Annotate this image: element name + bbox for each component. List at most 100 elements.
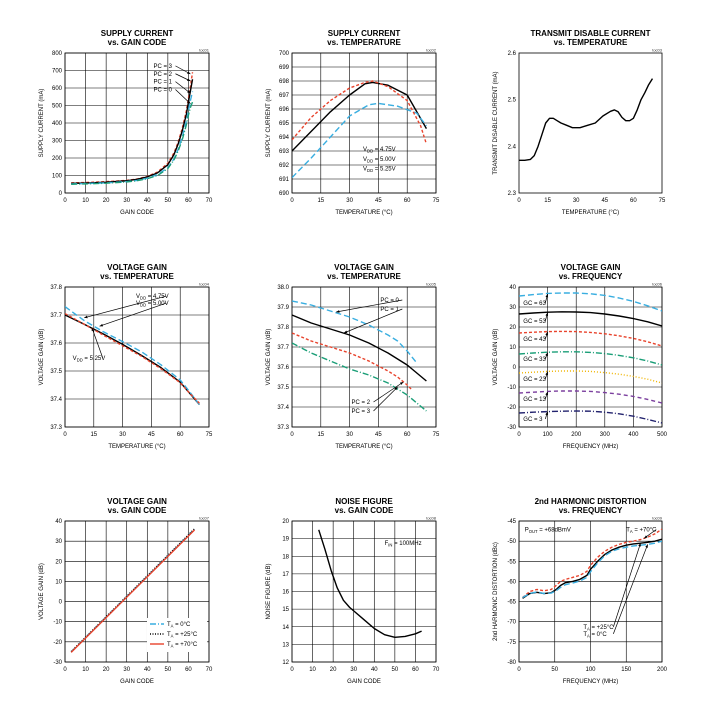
chart-title: TRANSMIT DISABLE CURRENT xyxy=(531,29,651,38)
series-line-3 xyxy=(292,80,428,145)
y-tick-label: 0 xyxy=(59,191,63,197)
chart-subtitle: vs. FREQUENCY xyxy=(559,272,623,281)
y-tick-label: 37.6 xyxy=(50,341,62,347)
x-tick-label: 0 xyxy=(290,198,294,204)
annotation-arrow xyxy=(613,544,649,634)
x-tick-label: 30 xyxy=(573,198,580,204)
y-tick-label: 37.6 xyxy=(277,365,289,371)
y-tick-label: 37.8 xyxy=(50,285,62,291)
y-tick-label: -45 xyxy=(507,519,516,525)
chart-title: VOLTAGE GAIN xyxy=(334,263,394,272)
series-line-2 xyxy=(519,311,662,327)
x-axis-label: FREQUENCY (MHz) xyxy=(563,444,619,450)
chart-title: SUPPLY CURRENT xyxy=(328,29,401,38)
x-tick-label: 60 xyxy=(412,667,419,673)
series-group xyxy=(65,306,200,406)
series-line-2 xyxy=(522,538,662,599)
y-tick-label: 700 xyxy=(52,69,63,75)
plot-frame xyxy=(291,520,437,663)
annotation-arrow xyxy=(373,386,398,412)
y-tick-label: 10 xyxy=(509,345,516,351)
y-tick-label: 20 xyxy=(282,519,289,525)
y-axis-label: TRANSMIT DISABLE CURRENT (mA) xyxy=(493,71,499,174)
chart-title: VOLTAGE GAIN xyxy=(107,497,167,506)
annotation-label: GC = 3 xyxy=(523,417,543,423)
x-tick-label: 15 xyxy=(544,198,551,204)
annotation-arrowhead xyxy=(545,294,549,298)
annotation-label: VDD = 4.75V xyxy=(363,147,396,154)
annotation-label: GC = 43 xyxy=(523,337,546,343)
x-tick-label: 10 xyxy=(82,198,89,204)
y-axis-label: VOLTAGE GAIN (dB) xyxy=(39,563,45,620)
annotation-arrow xyxy=(613,543,641,628)
plot-frame xyxy=(518,52,663,194)
annotation-arrowhead xyxy=(545,391,548,396)
annotation-label: PC = 1 xyxy=(380,307,399,313)
legend-entry: TA = 0°C xyxy=(167,622,191,629)
y-tick-label: 37.4 xyxy=(50,397,62,403)
y-tick-label: -10 xyxy=(53,620,62,626)
y-tick-label: 300 xyxy=(52,139,63,145)
x-tick-label: 30 xyxy=(119,432,126,438)
y-tick-label: 800 xyxy=(52,51,63,57)
x-tick-label: 40 xyxy=(371,667,378,673)
y-tick-label: -30 xyxy=(53,660,62,666)
y-tick-label: 200 xyxy=(52,156,63,162)
plot-frame xyxy=(64,52,210,194)
y-tick-label: -50 xyxy=(507,539,516,545)
annotation-arrowhead xyxy=(545,332,548,336)
chart-subtitle: vs. TEMPERATURE xyxy=(327,272,401,281)
x-tick-label: 50 xyxy=(165,667,172,673)
x-axis-label: GAIN CODE xyxy=(347,679,381,685)
x-tick-label: 50 xyxy=(551,667,558,673)
x-tick-label: 0 xyxy=(63,198,67,204)
x-tick-label: 200 xyxy=(657,667,668,673)
annotation-arrowhead xyxy=(638,543,641,547)
x-tick-label: 15 xyxy=(90,432,97,438)
series-line-1 xyxy=(522,528,662,599)
y-tick-label: -70 xyxy=(507,620,516,626)
x-tick-label: 50 xyxy=(392,667,399,673)
chart-subtitle: vs. GAIN CODE xyxy=(335,506,394,515)
x-tick-label: 0 xyxy=(290,667,294,673)
chart-title: NOISE FIGURE xyxy=(335,497,393,506)
x-tick-label: 200 xyxy=(571,432,582,438)
annotation-arrowhead xyxy=(394,387,398,391)
series-line-6 xyxy=(519,390,662,404)
annotation-arrow xyxy=(343,308,403,334)
annotation-arrowhead xyxy=(336,310,340,313)
annotation-label: VDD = 5.00V xyxy=(136,301,169,308)
series-group xyxy=(519,292,662,424)
y-tick-label: 2.3 xyxy=(508,191,517,197)
y-tick-label: 37.7 xyxy=(50,313,62,319)
x-tick-label: 100 xyxy=(585,667,596,673)
y-tick-label: 400 xyxy=(52,121,63,127)
annotation-arrowhead xyxy=(545,352,548,357)
x-tick-label: 0 xyxy=(517,432,521,438)
legend-entry: TA = +25°C xyxy=(167,632,198,639)
annotation-label: GC = 23 xyxy=(523,377,546,383)
series-line-4 xyxy=(71,101,194,185)
x-tick-label: 0 xyxy=(63,667,67,673)
annotation-arrow xyxy=(336,299,403,313)
y-tick-label: 2.6 xyxy=(508,51,517,57)
y-tick-label: 10 xyxy=(55,579,62,585)
x-axis-label: FREQUENCY (MHz) xyxy=(563,679,619,685)
series-group xyxy=(71,72,194,185)
y-tick-label: 19 xyxy=(282,537,289,543)
y-tick-label: 600 xyxy=(52,86,63,92)
y-tick-label: 37.3 xyxy=(277,425,289,431)
plot-frame xyxy=(518,520,663,663)
annotation-label: PC = 3 xyxy=(352,409,371,415)
chart-title: VOLTAGE GAIN xyxy=(561,263,621,272)
x-axis-label: GAIN CODE xyxy=(120,679,154,685)
annotation-label: TA = +25°C xyxy=(583,625,614,632)
annotation-label: POUT = +68dBmV xyxy=(525,527,571,534)
x-tick-label: 400 xyxy=(628,432,639,438)
annotation-arrowhead xyxy=(99,323,104,327)
series-group xyxy=(522,528,662,599)
series-line-1 xyxy=(292,300,418,364)
